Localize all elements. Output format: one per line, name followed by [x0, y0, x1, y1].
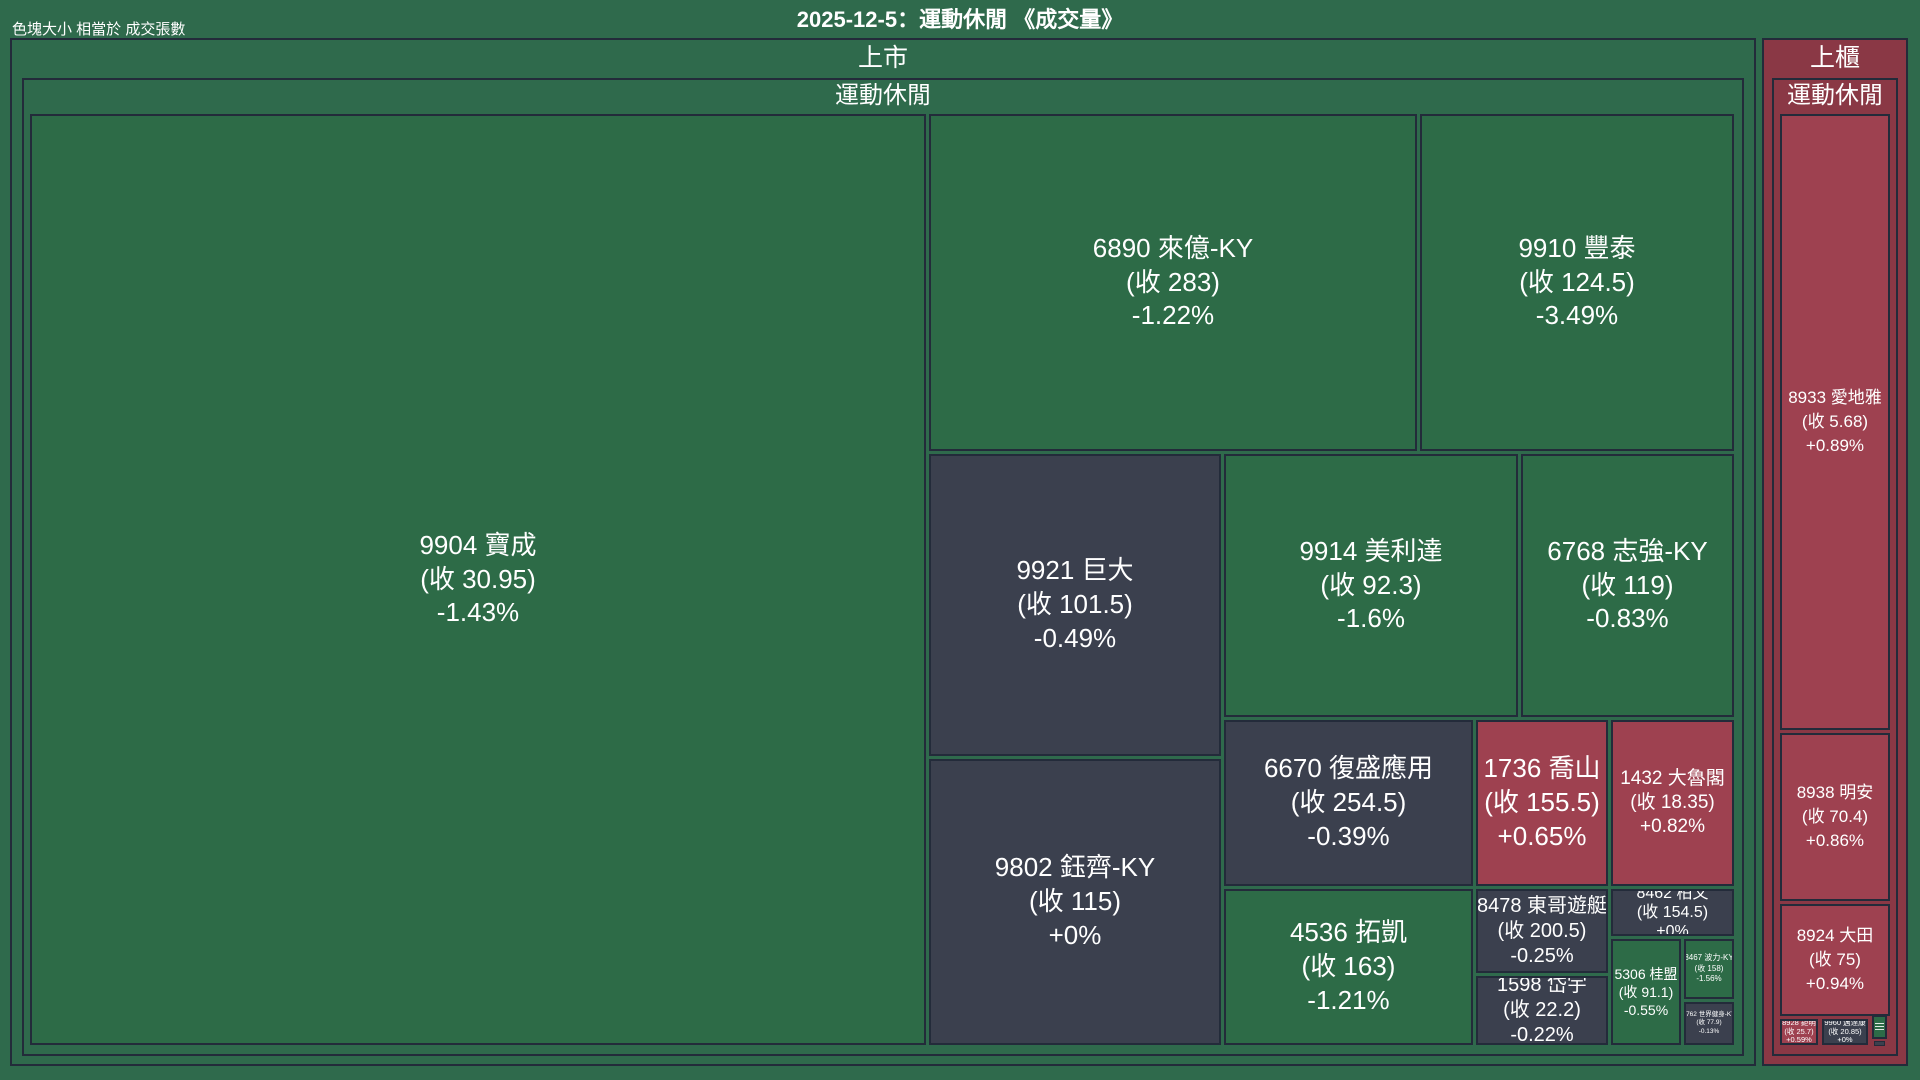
stock-label: 6890 來億-KY: [1092, 232, 1254, 263]
stock-label: 8928 鉅明: [1782, 1019, 1816, 1028]
stock-close: (收 124.5): [1519, 266, 1635, 297]
block-8933[interactable]: 8933 愛地雅 (收 5.68) +0.89%: [1780, 114, 1890, 730]
block-1598[interactable]: 1598 岱宇 (收 22.2) -0.22%: [1476, 976, 1608, 1045]
stock-close: (收 200.5): [1497, 919, 1587, 942]
stock-label: 8933 愛地雅: [1788, 388, 1882, 408]
stock-close: (收 154.5): [1636, 903, 1709, 921]
stock-label: 9910 豐泰: [1518, 232, 1636, 263]
stock-change: +0.86%: [1805, 830, 1865, 850]
stock-close: (收 163): [1301, 951, 1396, 982]
stock-label: 8924 大田: [1796, 926, 1874, 946]
stock-label: 4536 拓凱: [1289, 917, 1408, 948]
stock-change: -1.6%: [1337, 603, 1405, 634]
block-9904[interactable]: 9904 寶成 (收 30.95) -1.43%: [30, 114, 926, 1045]
block-8924[interactable]: 8924 大田 (收 75) +0.94%: [1780, 904, 1890, 1016]
stock-label: 1432 大魯閣: [1620, 768, 1725, 790]
stock-change: -0.22%: [1510, 1024, 1574, 1045]
stock-label: 9960 邁達康: [1824, 1019, 1866, 1028]
page-title: 2025-12-5：運動休閒 《成交量》: [796, 7, 1124, 32]
stock-change: -0.55%: [1623, 1002, 1669, 1019]
stock-close: (收 20.85): [1828, 1026, 1862, 1036]
stock-close: (收 158): [1694, 963, 1724, 973]
stock-label: 1598 岱宇: [1496, 976, 1588, 996]
stock-change: -0.39%: [1307, 820, 1390, 851]
stock-close: (收 101.5): [1017, 589, 1133, 620]
stock-label: 8938 明安: [1796, 783, 1874, 803]
panel-otc-header: 上櫃: [1809, 44, 1860, 72]
stock-change: -1.56%: [1696, 974, 1722, 984]
stock-change: +0%: [1837, 1035, 1853, 1045]
stock-label: 5306 桂盟: [1614, 965, 1678, 982]
stock-close: (收 5.68): [1801, 412, 1869, 432]
subpanel-otc-header: 運動休閒: [1787, 82, 1883, 109]
stock-change: -1.21%: [1307, 984, 1390, 1015]
block-5306[interactable]: 5306 桂盟 (收 91.1) -0.55%: [1611, 939, 1681, 1045]
stock-close: (收 18.35): [1630, 792, 1715, 814]
stock-change: -0.25%: [1510, 944, 1574, 967]
stock-close: (收 30.95): [420, 563, 536, 594]
block-9910[interactable]: 9910 豐泰 (收 124.5) -3.49%: [1420, 114, 1734, 451]
stock-close: (收 119): [1581, 569, 1674, 600]
stock-label: 9802 鈺齊-KY: [994, 852, 1156, 883]
stock-close: (收 115): [1029, 886, 1121, 917]
size-legend-note: 色塊大小 相當於 成交張數: [12, 21, 186, 38]
stock-label: 9921 巨大: [1016, 555, 1134, 586]
block-9960[interactable]: 9960 邁達康 (收 20.85) +0%: [1822, 1019, 1868, 1045]
block-8467[interactable]: 8467 波力-KY (收 158) -1.56%: [1684, 939, 1734, 999]
block-6670[interactable]: 6670 復盛應用 (收 254.5) -0.39%: [1224, 720, 1473, 886]
illegible-micro-text: [1875, 1023, 1884, 1031]
block-9802[interactable]: 9802 鈺齊-KY (收 115) +0%: [929, 759, 1221, 1045]
stock-label: 8467 波力-KY: [1684, 953, 1734, 963]
stock-close: (收 77.9): [1696, 1019, 1722, 1027]
treemap-listed: 9904 寶成 (收 30.95) -1.43% 6890 來億-KY (收 2…: [30, 112, 1736, 1048]
stock-label: 9904 寶成: [419, 529, 537, 560]
block-9921[interactable]: 9921 巨大 (收 101.5) -0.49%: [929, 454, 1221, 756]
stock-label: 6768 志強-KY: [1547, 535, 1708, 566]
stock-change: +0.82%: [1640, 815, 1705, 837]
stock-label: 2762 世界健身-KY: [1684, 1010, 1734, 1018]
block-4536[interactable]: 4536 拓凱 (收 163) -1.21%: [1224, 889, 1473, 1045]
block-8938[interactable]: 8938 明安 (收 70.4) +0.86%: [1780, 733, 1890, 901]
stock-label: 8462 柏文: [1636, 889, 1709, 902]
treemap-otc: 8933 愛地雅 (收 5.68) +0.89% 8938 明安 (收 70.4…: [1780, 112, 1892, 1048]
block-tiny-illegible[interactable]: [1872, 1015, 1887, 1039]
stock-change: -0.13%: [1698, 1027, 1720, 1035]
stock-label: 6670 復盛應用: [1263, 753, 1434, 784]
stock-change: +0.65%: [1497, 820, 1587, 851]
block-8928[interactable]: 8928 鉅明 (收 25.7) +0.59%: [1780, 1019, 1818, 1045]
stock-close: (收 22.2): [1503, 999, 1581, 1021]
block-9914[interactable]: 9914 美利達 (收 92.3) -1.6%: [1224, 454, 1518, 717]
stock-change: +0%: [1656, 923, 1689, 936]
stock-label: 9914 美利達: [1299, 535, 1443, 566]
block-1736[interactable]: 1736 喬山 (收 155.5) +0.65%: [1476, 720, 1608, 886]
stock-close: (收 92.3): [1320, 569, 1422, 600]
micro-caption: [1874, 1041, 1885, 1046]
subpanel-listed-header: 運動休閒: [835, 82, 931, 109]
stock-close: (收 254.5): [1290, 787, 1407, 818]
stock-close: (收 155.5): [1484, 787, 1600, 818]
stock-change: -1.43%: [436, 597, 520, 628]
stock-close: (收 75): [1809, 950, 1861, 970]
panel-listed-header: 上市: [857, 44, 908, 72]
stock-change: -1.22%: [1131, 300, 1215, 331]
stock-close: (收 25.7): [1784, 1026, 1814, 1036]
stock-change: +0%: [1048, 919, 1102, 950]
stock-change: -0.49%: [1033, 622, 1117, 653]
stock-close: (收 70.4): [1801, 807, 1869, 827]
stock-close: (收 91.1): [1618, 983, 1674, 1000]
stock-change: -3.49%: [1535, 300, 1619, 331]
stock-change: +0.94%: [1805, 973, 1865, 993]
block-2762[interactable]: 2762 世界健身-KY (收 77.9) -0.13%: [1684, 1002, 1734, 1045]
block-6890[interactable]: 6890 來億-KY (收 283) -1.22%: [929, 114, 1417, 451]
block-8462[interactable]: 8462 柏文 (收 154.5) +0%: [1611, 889, 1734, 936]
stock-close: (收 283): [1126, 266, 1220, 297]
stock-label: 1736 喬山: [1483, 753, 1601, 784]
stock-label: 8478 東哥遊艇: [1476, 894, 1608, 917]
stock-change: +0.89%: [1805, 435, 1865, 455]
stock-change: -0.83%: [1586, 603, 1669, 634]
stock-change: +0.59%: [1786, 1035, 1812, 1045]
block-6768[interactable]: 6768 志強-KY (收 119) -0.83%: [1521, 454, 1734, 717]
block-1432[interactable]: 1432 大魯閣 (收 18.35) +0.82%: [1611, 720, 1734, 886]
block-8478[interactable]: 8478 東哥遊艇 (收 200.5) -0.25%: [1476, 889, 1608, 973]
